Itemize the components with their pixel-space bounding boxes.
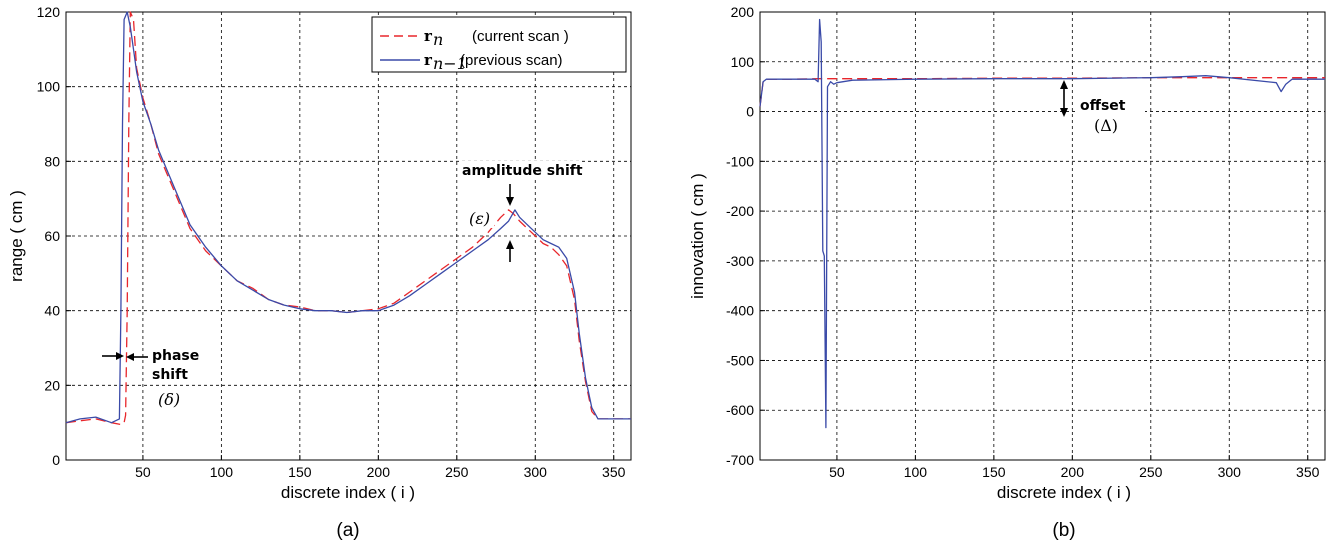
amplitude-symbol: (ε)	[469, 209, 490, 228]
offset-annotation: offset (Δ)	[1060, 80, 1145, 136]
series-line-b-previous	[759, 18, 1325, 429]
x-tick-label: 250	[445, 464, 469, 480]
panel-label-a: (a)	[336, 520, 359, 541]
x-tick-label: 150	[982, 464, 1006, 480]
y-tick-label: 100	[37, 79, 61, 95]
ticks-a: 50 100 150 200 250 300 350 0 20 40 60 80 100 120	[37, 4, 626, 480]
y-tick-label: -200	[726, 203, 754, 219]
offset-arrow-down-head	[1060, 108, 1068, 117]
plot-frame-b	[759, 11, 1326, 461]
y-tick-label: 200	[731, 4, 755, 20]
chart-panel-b: 50 100 150 200 250 300 350 -700 -600 -500 -400 -300…	[688, 4, 1326, 541]
x-tick-label: 200	[367, 464, 391, 480]
series-line-a-previous	[65, 11, 631, 424]
series-line-a-current	[65, 11, 631, 426]
x-tick-label: 150	[288, 464, 312, 480]
offset-label-bg	[1075, 92, 1145, 136]
x-tick-label: 300	[1218, 464, 1242, 480]
phase-arrow-right-head	[126, 353, 134, 361]
legend-a: r n (current scan ) r n−1 (previous scan…	[371, 16, 627, 73]
y-tick-label: -100	[726, 153, 754, 169]
x-tick-label: 200	[1061, 464, 1085, 480]
amplitude-shift-annotation: amplitude shift (ε)	[459, 161, 583, 262]
panel-label-b: (b)	[1052, 520, 1075, 541]
x-axis-label-b: discrete index ( i )	[997, 483, 1131, 502]
chart-panel-a: 50 100 150 200 250 300 350 0 20 40 60 80 100 120 disc…	[7, 4, 632, 541]
amplitude-label-bg	[459, 161, 581, 179]
legend-sub-previous: n−1	[433, 54, 467, 73]
x-tick-label: 100	[210, 464, 234, 480]
offset-symbol: (Δ)	[1094, 116, 1118, 135]
phase-shift-text-1: phase	[152, 348, 199, 364]
y-tick-label: -700	[726, 452, 754, 468]
x-tick-label: 300	[524, 464, 548, 480]
phase-symbol: (δ)	[158, 390, 180, 409]
x-tick-label: 50	[829, 464, 845, 480]
x-axis-label-a: discrete index ( i )	[281, 483, 415, 502]
amp-arrow-up-head	[506, 240, 514, 249]
amp-symbol-bg	[466, 208, 494, 228]
y-axis-label-b: innovation ( cm )	[688, 173, 707, 299]
y-tick-label: 80	[44, 153, 60, 169]
y-tick-label: -600	[726, 402, 754, 418]
y-tick-label: -300	[726, 253, 754, 269]
y-tick-label: 0	[746, 104, 754, 120]
legend-label-current: (current scan )	[472, 28, 569, 45]
x-tick-label: 100	[904, 464, 928, 480]
y-tick-label: 40	[44, 303, 60, 319]
y-tick-label: 120	[37, 4, 61, 20]
series-b	[759, 18, 1325, 429]
grid-b	[760, 12, 1325, 460]
ticks-b: 50 100 150 200 250 300 350 -700 -600 -500 -400 -300…	[726, 4, 1320, 480]
phase-shift-text-2: shift	[152, 367, 188, 383]
legend-box-a	[371, 16, 627, 73]
y-tick-label: -400	[726, 303, 754, 319]
y-tick-label: 0	[52, 452, 60, 468]
phase-shift-annotation: phase shift (δ)	[102, 348, 199, 409]
phase-arrow-left-head	[116, 352, 124, 360]
y-tick-label: -500	[726, 352, 754, 368]
amp-arrow-down-head	[506, 197, 514, 206]
offset-arrow-up-head	[1060, 80, 1068, 89]
y-axis-label-a: range ( cm )	[7, 190, 26, 282]
x-tick-label: 350	[1296, 464, 1320, 480]
y-tick-label: 60	[44, 228, 60, 244]
legend-label-previous: (previous scan)	[460, 52, 563, 69]
legend-sub-current: n	[433, 30, 443, 49]
grid-a	[66, 12, 631, 460]
x-tick-label: 250	[1139, 464, 1163, 480]
series-a	[65, 11, 631, 426]
y-tick-label: 100	[731, 54, 755, 70]
amplitude-shift-text: amplitude shift	[462, 163, 583, 179]
legend-symbol-current: r	[424, 27, 433, 45]
y-tick-label: 20	[44, 377, 60, 393]
legend-symbol-previous: r	[424, 51, 433, 69]
x-tick-label: 350	[602, 464, 626, 480]
offset-text: offset	[1080, 98, 1126, 114]
x-tick-label: 50	[135, 464, 151, 480]
